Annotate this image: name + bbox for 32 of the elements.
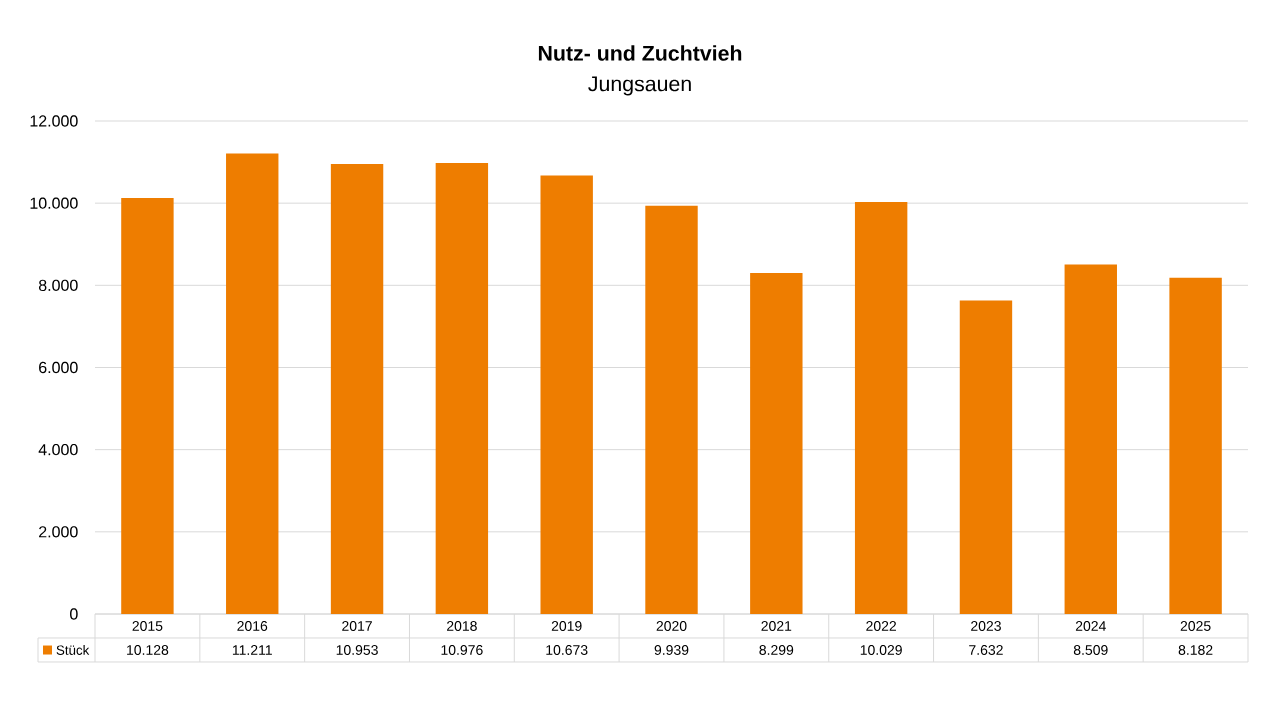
x-tick-label: 2024 xyxy=(1075,621,1106,631)
x-tick-label: 2022 xyxy=(866,621,896,631)
data-label: 8.182 xyxy=(1178,645,1213,655)
legend-label: Stück xyxy=(56,645,90,655)
y-tick-label: 6.000 xyxy=(39,361,78,374)
data-label: 8.509 xyxy=(1073,645,1108,655)
y-tick-label: 2.000 xyxy=(39,526,78,538)
x-tick-label: 2021 xyxy=(761,621,792,631)
data-label: 10.128 xyxy=(127,645,169,655)
x-tick-label: 2018 xyxy=(447,621,477,631)
data-label: 11.211 xyxy=(232,645,272,655)
x-tick-label: 2015 xyxy=(132,621,163,631)
x-tick-label: 2016 xyxy=(237,621,268,631)
data-label: 10.976 xyxy=(441,645,483,655)
data-label: 10.673 xyxy=(546,645,588,655)
y-tick-label: 8.000 xyxy=(38,279,78,291)
y-tick-label: 10.000 xyxy=(30,197,78,209)
data-label: 9.939 xyxy=(654,645,689,655)
chart-subtitle: Jungsauen xyxy=(588,76,691,96)
x-tick-label: 2020 xyxy=(656,621,687,631)
x-tick-label: 2025 xyxy=(1180,621,1211,631)
chart-title: Nutz- und Zuchtvieh xyxy=(538,45,742,61)
x-tick-label: 2017 xyxy=(342,621,372,631)
x-tick-label: 2019 xyxy=(551,621,582,631)
data-label: 10.029 xyxy=(860,645,902,655)
y-tick-label: 12.000 xyxy=(30,115,78,127)
data-label: 8.299 xyxy=(759,645,794,655)
data-label: 7.632 xyxy=(969,645,1003,655)
x-tick-label: 2023 xyxy=(971,621,1001,631)
y-tick-label: 0 xyxy=(70,608,78,620)
y-tick-label: 4.000 xyxy=(38,443,78,456)
data-label: 10.953 xyxy=(336,645,378,655)
